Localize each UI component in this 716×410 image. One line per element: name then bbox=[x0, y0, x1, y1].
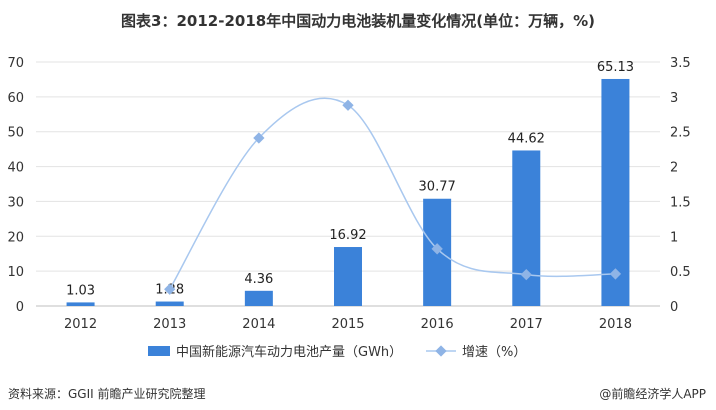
y-left-tick-label: 30 bbox=[7, 195, 24, 210]
bar-data-label: 1.03 bbox=[66, 283, 95, 298]
growth-point bbox=[342, 99, 354, 111]
legend: 中国新能源汽车动力电池产量（GWh） 增速（%） bbox=[148, 344, 526, 360]
y-right-tick-label: 2 bbox=[670, 161, 678, 176]
x-tick-label: 2014 bbox=[242, 317, 275, 332]
bar bbox=[512, 150, 541, 306]
y-right-tick-label: 1 bbox=[670, 230, 678, 245]
x-tick-label: 2017 bbox=[510, 317, 543, 332]
growth-point bbox=[253, 132, 265, 144]
bar-data-label: 16.92 bbox=[329, 228, 366, 243]
y-left-tick-label: 40 bbox=[7, 161, 24, 176]
legend-label-bars: 中国新能源汽车动力电池产量（GWh） bbox=[176, 344, 402, 360]
source-note: 资料来源：GGII 前瞻产业研究院整理 bbox=[8, 387, 206, 401]
y-right-tick-label: 2.5 bbox=[670, 126, 691, 141]
y-left-tick-label: 10 bbox=[7, 265, 24, 280]
growth-point bbox=[609, 268, 622, 280]
y-right-tick-label: 3.5 bbox=[670, 56, 691, 71]
legend-swatch-bars bbox=[148, 346, 170, 356]
legend-label-line: 增速（%） bbox=[462, 345, 526, 360]
legend-marker-line bbox=[435, 345, 447, 357]
bars bbox=[66, 78, 630, 306]
x-tick-label: 2012 bbox=[64, 317, 97, 332]
y-left-tick-label: 0 bbox=[16, 300, 24, 315]
growth-point bbox=[164, 283, 176, 295]
growth-point bbox=[431, 243, 443, 255]
bar bbox=[155, 301, 184, 306]
growth-line-path bbox=[169, 97, 616, 290]
x-tick-label: 2018 bbox=[599, 317, 632, 332]
bar bbox=[244, 290, 273, 306]
x-axis: 2012 2013 2014 2015 2016 2017 2018 bbox=[36, 305, 660, 332]
y-right-tick-label: 3 bbox=[670, 91, 678, 106]
y-axis-left: 0 10 20 30 40 50 60 70 bbox=[7, 56, 24, 315]
bar bbox=[334, 247, 362, 306]
y-left-tick-label: 60 bbox=[7, 91, 24, 106]
bar-data-label: 4.36 bbox=[244, 272, 273, 287]
bar bbox=[601, 78, 630, 306]
chart-title: 图表3：2012-2018年中国动力电池装机量变化情况(单位：万辆，%) bbox=[121, 12, 595, 30]
growth-line bbox=[164, 97, 622, 295]
growth-point bbox=[520, 268, 532, 281]
x-tick-label: 2013 bbox=[153, 317, 186, 332]
y-right-tick-label: 0.5 bbox=[670, 265, 691, 280]
y-left-tick-label: 50 bbox=[7, 126, 24, 141]
bar-data-label: 30.77 bbox=[419, 180, 456, 195]
y-right-tick-label: 1.5 bbox=[670, 195, 691, 210]
y-right-tick-label: 0 bbox=[670, 300, 678, 315]
x-tick-label: 2015 bbox=[331, 317, 364, 332]
bar-data-label: 44.62 bbox=[508, 131, 545, 146]
x-tick-label: 2016 bbox=[421, 317, 454, 332]
y-left-tick-label: 70 bbox=[7, 56, 24, 71]
brand-credit: @前瞻经济学人APP bbox=[599, 387, 706, 401]
y-left-tick-label: 20 bbox=[7, 230, 24, 245]
bar-data-label: 65.13 bbox=[597, 60, 634, 75]
bar bbox=[66, 302, 95, 306]
y-axis-right: 0 0.5 1 1.5 2 2.5 3 3.5 bbox=[670, 56, 691, 315]
